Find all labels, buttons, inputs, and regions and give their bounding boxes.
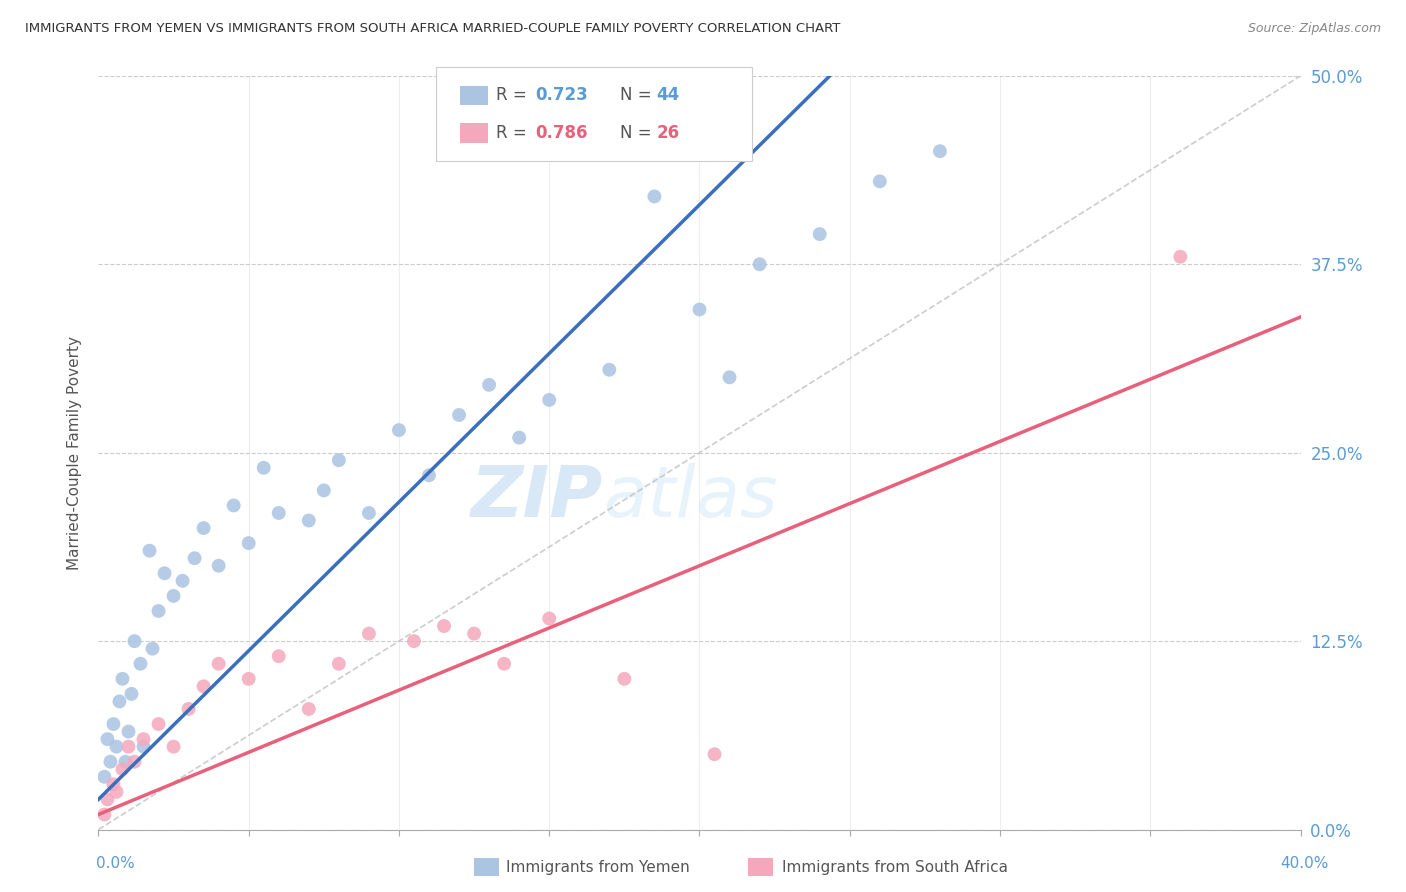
Point [208,657,231,671]
Point [718,370,741,384]
Point [312,483,335,498]
Point [418,468,440,483]
Text: IMMIGRANTS FROM YEMEN VS IMMIGRANTS FROM SOUTH AFRICA MARRIED-COUPLE FAMILY POVE: IMMIGRANTS FROM YEMEN VS IMMIGRANTS FROM… [25,22,841,36]
Text: R =: R = [496,124,533,142]
Point [238,672,260,686]
Point [688,302,710,317]
Point [183,551,205,566]
Point [96,732,118,747]
Point [463,626,485,640]
Point [538,392,561,407]
Point [208,558,231,573]
Point [328,657,350,671]
Point [613,672,636,686]
Point [148,717,170,731]
Point [141,641,163,656]
Point [121,687,143,701]
Point [298,702,321,716]
Text: Immigrants from South Africa: Immigrants from South Africa [782,860,1008,874]
Text: N =: N = [620,124,657,142]
Point [93,770,115,784]
Point [93,807,115,822]
Point [402,634,425,648]
Point [357,626,380,640]
Point [148,604,170,618]
Point [105,785,128,799]
Text: 0.723: 0.723 [536,87,589,104]
Y-axis label: Married-Couple Family Poverty: Married-Couple Family Poverty [67,335,83,570]
Point [508,431,530,445]
Point [222,499,245,513]
Point [357,506,380,520]
Text: N =: N = [620,87,657,104]
Point [177,702,200,716]
Point [1170,250,1192,264]
Point [103,777,125,791]
Point [124,755,146,769]
Text: 44: 44 [657,87,681,104]
Text: 0.0%: 0.0% [96,856,135,871]
Point [447,408,470,422]
Point [111,672,134,686]
Point [538,611,561,625]
Point [153,566,176,581]
Point [748,257,770,271]
Text: Source: ZipAtlas.com: Source: ZipAtlas.com [1247,22,1381,36]
Point [132,732,155,747]
Point [298,514,321,528]
Point [124,634,146,648]
Text: 26: 26 [657,124,679,142]
Point [117,739,139,754]
Point [129,657,152,671]
Point [433,619,456,633]
Point [162,589,184,603]
Text: atlas: atlas [603,464,778,533]
Point [108,694,131,708]
Point [100,755,122,769]
Point [494,657,516,671]
Point [478,377,501,392]
Point [643,189,665,203]
Point [162,739,184,754]
Point [105,739,128,754]
Point [238,536,260,550]
Point [111,762,134,776]
Text: Immigrants from Yemen: Immigrants from Yemen [506,860,690,874]
Point [193,521,215,535]
Text: 40.0%: 40.0% [1281,856,1329,871]
Point [117,724,139,739]
Point [96,792,118,806]
Point [808,227,831,241]
Point [138,543,160,558]
Point [869,174,891,188]
Point [132,739,155,754]
Text: R =: R = [496,87,533,104]
Point [598,363,620,377]
Point [253,460,276,475]
Point [114,755,136,769]
Point [328,453,350,467]
Text: ZIP: ZIP [471,464,603,533]
Point [388,423,411,437]
Point [103,717,125,731]
Point [193,679,215,693]
Point [172,574,194,588]
Point [267,506,290,520]
Text: 0.786: 0.786 [536,124,588,142]
Point [929,144,952,159]
Point [267,649,290,664]
Point [703,747,725,761]
